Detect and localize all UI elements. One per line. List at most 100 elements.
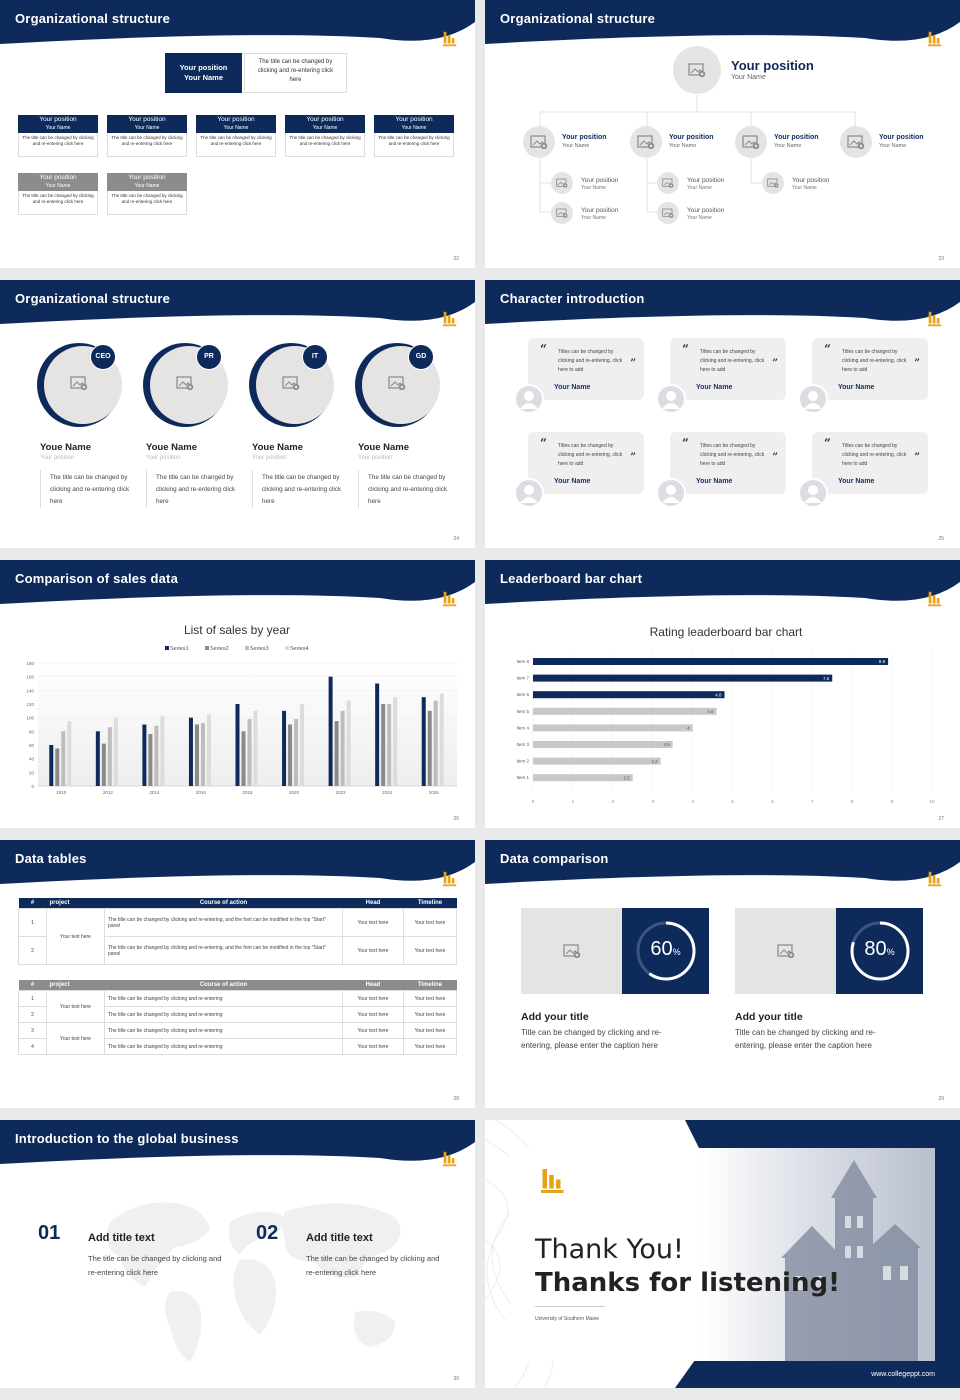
cell-action: The title can be changed by clicking and… [104,1022,343,1039]
x-tick-label: 2 [612,799,615,804]
image-placeholder[interactable] [551,172,573,194]
cell-num: 4 [18,1038,47,1055]
logo-icon [926,30,944,48]
x-tick-label: 2026 [429,790,440,795]
percent-label: 80% [836,938,923,961]
bar-Series4-2022 [346,700,351,786]
logo-icon [926,310,944,328]
bar-Series4-2018 [253,710,258,786]
org-desc: The title can be changed by clicking and… [285,133,365,157]
person-position: Your position [358,455,393,461]
quote-text: Titles can be changed by clicking and re… [558,443,623,467]
page-number: 30 [453,1376,459,1382]
slide-29: Data comparison 60% Add your title Title c… [485,840,960,1108]
avatar [656,478,686,508]
bar-Item 7 [533,674,833,682]
org-top-desc: The title can be changed by clicking and… [244,53,347,93]
cell-head: Your text here [342,908,404,937]
position-badge: IT [302,344,328,370]
quote-card: “ ” Titles can be changed by clicking and … [670,338,786,400]
cell-num: 2 [18,1006,47,1023]
percent-label: 60% [622,938,709,961]
sales-bar-chart: List of sales by year Series1 Series2 Serie… [26,623,457,795]
bar-Series1-2022 [328,676,333,786]
slide-header [0,280,475,326]
image-icon [530,135,548,149]
cell-num: 2 [18,936,47,965]
image-placeholder[interactable] [840,126,872,158]
legend-swatch [245,646,249,650]
image-placeholder[interactable] [657,172,679,194]
quote-open-icon: “ [540,342,547,356]
x-tick-label: 1 [572,799,575,804]
website-link[interactable]: www.collegeppt.com [871,1371,935,1378]
bar-Series2-2016 [194,724,199,786]
person-name: Youe Name [252,442,304,453]
percent-box: 80% [836,908,923,994]
image-placeholder[interactable] [70,376,88,395]
y-tick-label: 100 [26,716,34,721]
image-placeholder[interactable] [630,126,662,158]
cell-action: The title can be changed by clicking and… [104,1038,343,1055]
bar-Series3-2022 [340,710,345,786]
item-title: Add your title [521,1011,589,1023]
cell-num: 1 [18,990,47,1007]
image-icon [388,376,406,391]
leaderboard-bar-chart: Rating leaderboard bar chart 0 1 2 3 4 5 6 7 8 9 10… [516,625,935,804]
slide-header [0,840,475,886]
image-placeholder[interactable] [282,376,300,395]
image-placeholder[interactable] [388,376,406,395]
cell-head: Your text here [342,1038,404,1055]
divider [535,1306,605,1307]
org-box-header: Your position Your Name [285,115,365,133]
slide-title: Leaderboard bar chart [500,571,643,586]
image-placeholder[interactable] [657,202,679,224]
image-placeholder[interactable] [735,908,836,994]
data-label: 4.6 [707,709,714,714]
quote-card: “ ” Titles can be changed by clicking and … [528,338,644,400]
page-number: 22 [453,256,459,262]
slide-title: Organizational structure [500,11,656,26]
image-placeholder[interactable] [735,126,767,158]
org-name: Your Name [312,125,338,131]
avatar [656,384,686,414]
person-desc: The title can be changed by clicking and… [156,474,236,505]
item-title: Add your title [735,1011,803,1023]
image-placeholder[interactable] [551,202,573,224]
org-top-position: Your position [731,58,814,73]
th-head: Head [365,982,381,988]
org-connector-lines [539,95,856,213]
person-name: Your Name [838,384,875,391]
image-placeholder[interactable] [521,908,622,994]
slide-title: Organizational structure [15,291,171,306]
org-top-box: Your position Your Name [165,53,242,93]
org-position: Your position [792,177,830,184]
slide-header [0,0,475,46]
cell-timeline: Your text here [403,1006,457,1023]
person-position: Your position [40,455,75,461]
quote-text: Titles can be changed by clicking and re… [558,349,623,373]
quote-close-icon: ” [772,358,778,369]
image-placeholder[interactable] [762,172,784,194]
quote-card: “ ” Titles can be changed by clicking and … [812,432,928,494]
quote-close-icon: ” [772,452,778,463]
bar-Series3-2010 [61,731,66,786]
x-tick-label: 6 [771,799,774,804]
slide-header [485,0,960,46]
cell-timeline: Your text here [403,1038,457,1055]
cell-head: Your text here [342,936,404,965]
bar-Item 4 [533,724,693,732]
person-position: Your position [252,455,287,461]
image-placeholder[interactable] [523,126,555,158]
image-placeholder[interactable] [673,46,721,94]
image-placeholder[interactable] [176,376,194,395]
org-position: Your position [879,134,924,141]
org-name: Your Name [581,185,606,191]
building-image [781,1160,921,1361]
position-badge: CEO [90,344,116,370]
org-top-name: Your Name [731,74,766,81]
data-label: 4 [687,726,690,731]
divider [358,470,359,508]
cell-head: Your text here [342,1022,404,1039]
org-name: Your Name [223,125,249,131]
